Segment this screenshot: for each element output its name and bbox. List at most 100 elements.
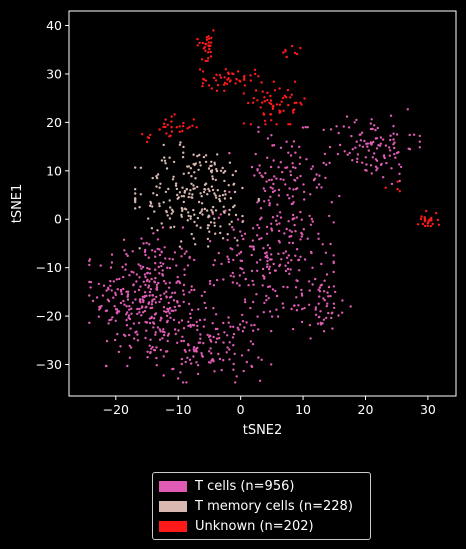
data-point [335, 125, 338, 128]
data-point [418, 140, 421, 143]
data-point [194, 349, 197, 352]
data-point [160, 251, 163, 254]
data-point [271, 190, 275, 194]
data-point [144, 336, 147, 340]
data-point [151, 298, 154, 301]
data-point [160, 317, 163, 320]
data-point [338, 194, 341, 198]
data-point [143, 291, 147, 294]
data-point [320, 186, 323, 189]
data-point [268, 271, 272, 275]
data-point [212, 335, 215, 339]
data-point [181, 129, 184, 133]
data-point [144, 283, 147, 287]
data-point [152, 232, 155, 235]
data-point [199, 333, 202, 336]
data-point [200, 294, 204, 297]
data-point [252, 283, 255, 286]
data-point [329, 294, 332, 298]
data-point [209, 347, 212, 350]
data-point [155, 193, 159, 197]
data-point [267, 267, 271, 271]
data-point [185, 381, 188, 384]
data-point [174, 332, 177, 336]
data-point [213, 221, 216, 224]
data-point [183, 207, 187, 210]
data-point [322, 330, 326, 333]
data-point [266, 259, 269, 263]
data-point [202, 325, 205, 328]
data-point [166, 319, 169, 322]
data-point [236, 70, 240, 73]
data-point [158, 128, 161, 131]
data-point [209, 41, 213, 44]
data-point [307, 280, 311, 283]
data-point [214, 341, 218, 344]
data-point [146, 356, 149, 359]
data-point [294, 254, 297, 257]
data-point [188, 291, 191, 294]
data-point [416, 223, 420, 226]
data-point [202, 155, 206, 159]
data-point [142, 242, 145, 245]
data-point [389, 138, 392, 142]
data-point [140, 237, 143, 240]
data-point [210, 87, 213, 90]
data-point [128, 308, 131, 311]
data-point [297, 304, 300, 307]
data-point [177, 377, 180, 380]
data-point [215, 89, 219, 93]
data-point [300, 235, 303, 238]
data-point [222, 321, 225, 325]
data-point [159, 319, 162, 322]
data-point [270, 253, 273, 256]
data-point [229, 325, 232, 328]
data-point [138, 311, 141, 314]
data-point [165, 310, 168, 314]
data-point [208, 215, 211, 218]
data-point [366, 145, 369, 148]
data-point [226, 346, 229, 349]
data-point [288, 197, 291, 200]
data-point [273, 175, 276, 178]
data-point [172, 367, 175, 371]
data-point [97, 315, 101, 318]
data-point [180, 255, 183, 258]
data-point [261, 284, 264, 287]
data-point [418, 134, 421, 138]
data-point [221, 237, 225, 240]
data-point [162, 374, 165, 377]
data-point [221, 193, 225, 197]
data-point [147, 286, 150, 289]
data-point [241, 214, 244, 218]
data-point [256, 99, 259, 102]
data-point [223, 81, 227, 85]
data-point [392, 132, 395, 135]
data-point [195, 224, 199, 227]
data-point [134, 197, 137, 200]
data-point [171, 178, 175, 181]
data-point [326, 302, 329, 305]
data-point [204, 182, 208, 185]
data-point [303, 306, 306, 310]
data-point [168, 156, 171, 159]
data-point [288, 241, 291, 244]
data-point [128, 274, 131, 277]
data-point [144, 253, 147, 257]
data-point [260, 81, 263, 84]
data-point [146, 136, 150, 139]
data-point [207, 167, 211, 170]
y-tick-label: 10 [46, 163, 62, 178]
data-point [210, 36, 213, 40]
data-point [231, 281, 234, 284]
data-point [294, 166, 297, 170]
data-point [189, 215, 192, 218]
data-point [329, 242, 332, 246]
data-point [232, 325, 235, 328]
data-point [423, 216, 427, 220]
data-point [115, 278, 119, 281]
data-point [158, 186, 161, 189]
data-point [201, 41, 204, 45]
data-point [174, 182, 178, 185]
data-point [153, 298, 156, 301]
